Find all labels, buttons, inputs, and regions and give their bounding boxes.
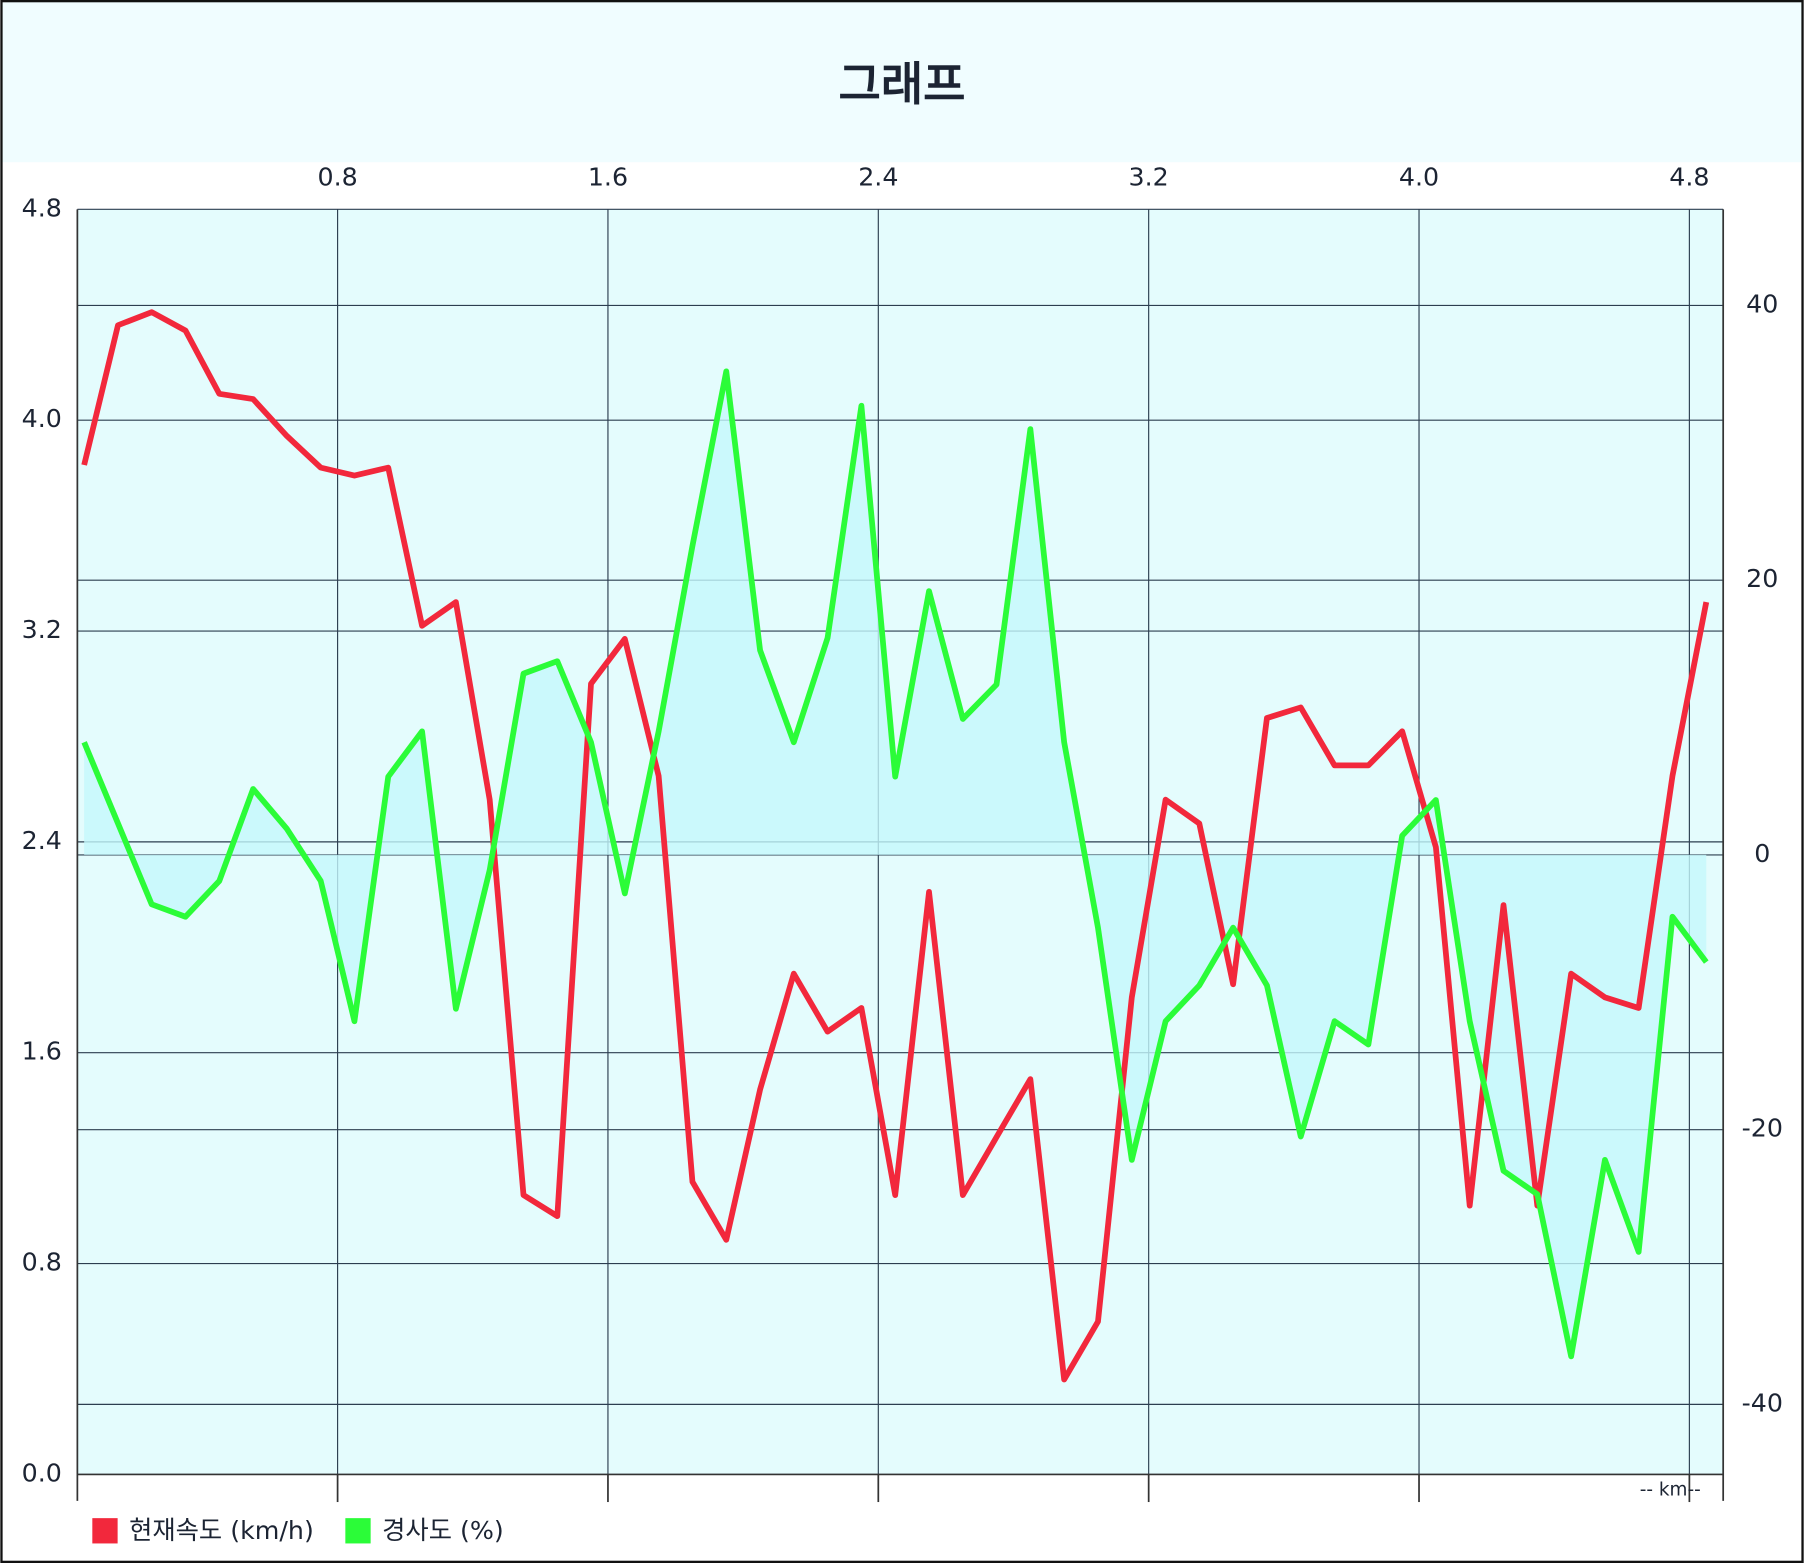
legend-label: 경사도 (%) <box>382 1516 504 1545</box>
header <box>1 1 1803 163</box>
y2-tick-label: -20 <box>1742 1114 1783 1143</box>
x-tick-label: 3.2 <box>1129 162 1169 191</box>
legend-swatch <box>92 1518 118 1544</box>
x-tick-label: 4.0 <box>1399 162 1439 191</box>
y-tick-label: 4.8 <box>22 193 62 222</box>
y-tick-label: 3.2 <box>22 615 62 644</box>
x-axis-label: -- km-- <box>1640 1480 1701 1501</box>
series-line <box>81 368 1709 1360</box>
y-tick-label: 0.8 <box>22 1248 62 1277</box>
x-tick-label: 2.4 <box>858 162 898 191</box>
chart-title: 그래프 <box>839 57 966 111</box>
y2-tick-label: 40 <box>1746 289 1778 318</box>
y2-tick-label: -40 <box>1742 1388 1783 1417</box>
y-tick-label: 1.6 <box>22 1037 62 1066</box>
x-tick-label: 4.8 <box>1669 162 1709 191</box>
y-tick-label: 0.0 <box>22 1458 62 1487</box>
slope-area <box>84 371 1707 1357</box>
y2-tick-label: 20 <box>1746 564 1778 593</box>
y-tick-label: 4.0 <box>22 404 62 433</box>
y2-tick-label: 0 <box>1754 839 1770 868</box>
legend-swatch <box>345 1518 371 1544</box>
series-line <box>81 309 1710 1383</box>
x-tick-label: 1.6 <box>588 162 628 191</box>
y-tick-label: 2.4 <box>22 826 62 855</box>
marks <box>81 309 1710 1383</box>
legend-label: 현재속도 (km/h) <box>129 1516 314 1545</box>
x-tick-label: 0.8 <box>317 162 357 191</box>
